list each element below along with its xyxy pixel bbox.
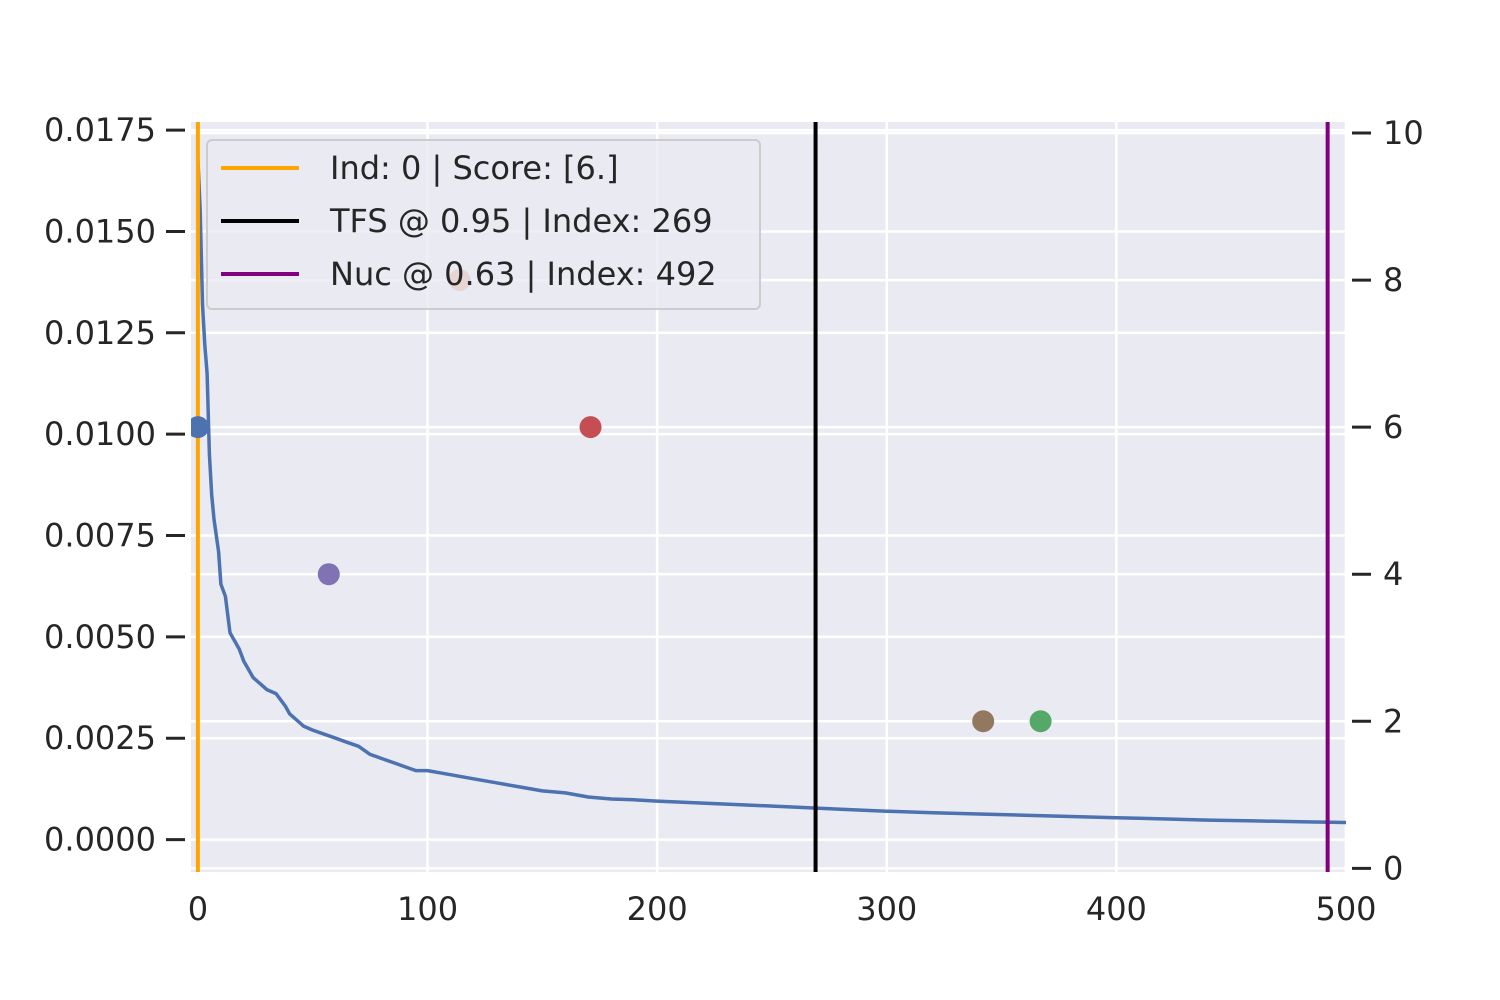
series-lines	[196, 158, 1346, 825]
y-tick-label: 0.0025	[44, 719, 156, 757]
y2-tick-label: 10	[1383, 114, 1424, 152]
y-tick-label: 0.0000	[44, 821, 156, 859]
y2-axis-ticks: 0 2 4 6 8 10	[1352, 114, 1424, 887]
y-tick-label: 0.0050	[44, 618, 156, 656]
x-axis-ticks: 0 100 200 300 400 500	[188, 890, 1377, 928]
legend-label: Ind: 0 | Score: [6.]	[330, 149, 619, 187]
y2-tick-label: 4	[1383, 555, 1403, 593]
x-tick-label: 300	[856, 890, 917, 928]
scatter-point	[972, 710, 995, 733]
y-tick-label: 0.0100	[44, 415, 156, 453]
legend: Ind: 0 | Score: [6.] TFS @ 0.95 | Index: …	[206, 139, 761, 310]
y-tick-label: 0.0150	[44, 212, 156, 250]
y2-tick-label: 6	[1383, 408, 1403, 446]
y2-tick-label: 0	[1383, 849, 1403, 887]
scatter-point	[317, 563, 340, 586]
y-tick-label: 0.0075	[44, 517, 156, 555]
x-tick-label: 100	[397, 890, 458, 928]
y-tick-label: 0.0125	[44, 314, 156, 352]
vertical-lines	[195, 122, 1330, 872]
series-line	[196, 158, 1346, 825]
legend-box	[206, 139, 761, 310]
x-tick-label: 0	[188, 890, 208, 928]
scatter-point	[1029, 710, 1052, 733]
scatter-points	[191, 269, 1052, 733]
scatter-point	[191, 416, 209, 439]
x-tick-label: 200	[627, 890, 688, 928]
y2-tick-label: 2	[1383, 702, 1403, 740]
y-axis-ticks: 0.0000 0.0025 0.0050 0.0075 0.0100 0.0125 0.01…	[44, 111, 185, 859]
x-tick-label: 400	[1086, 890, 1147, 928]
legend-label: TFS @ 0.95 | Index: 269	[329, 202, 713, 240]
y-tick-label: 0.0175	[44, 111, 156, 149]
x-tick-label: 500	[1315, 890, 1376, 928]
legend-label: Nuc @ 0.63 | Index: 492	[330, 255, 717, 293]
scatter-point	[579, 416, 602, 439]
y2-tick-label: 8	[1383, 261, 1403, 299]
